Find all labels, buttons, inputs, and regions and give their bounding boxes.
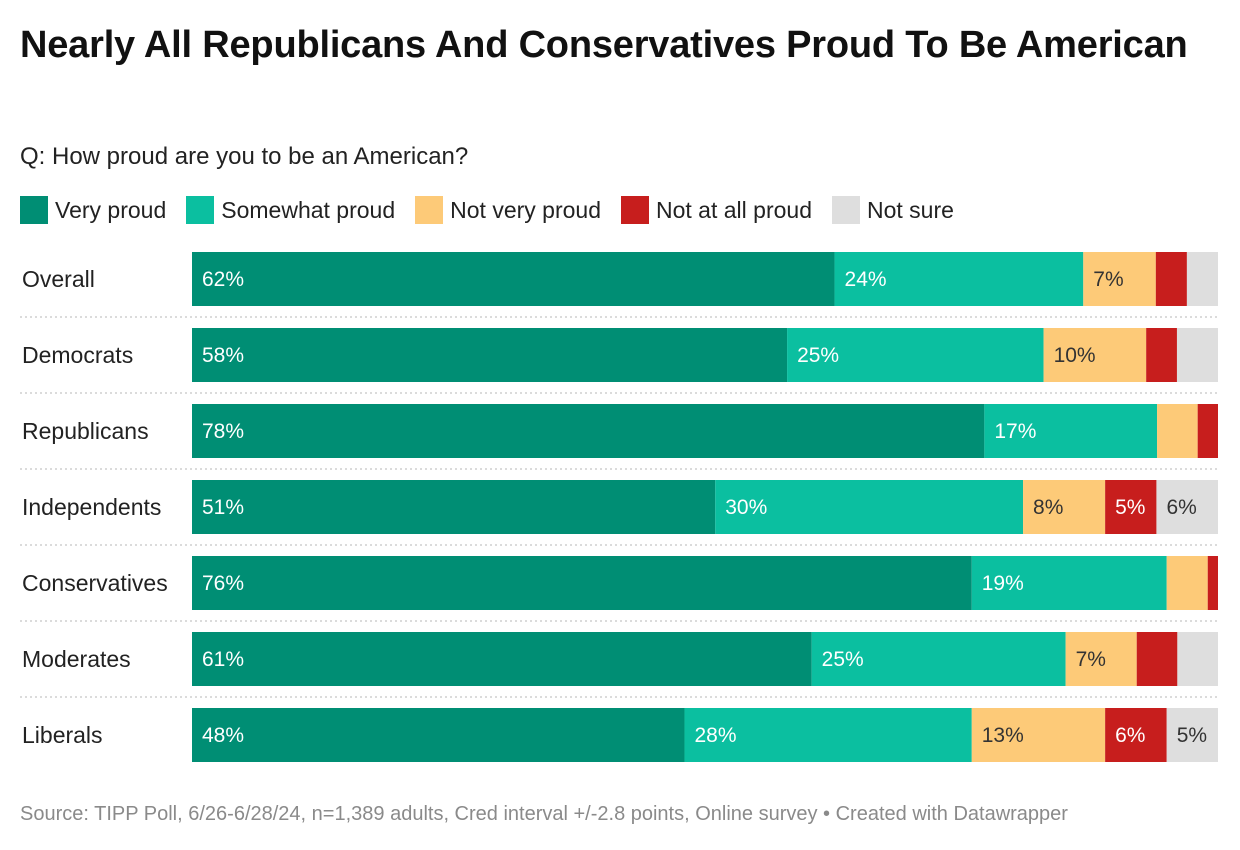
legend-swatch	[186, 196, 215, 224]
legend-swatch	[831, 196, 860, 224]
data-label: 6%	[1115, 724, 1145, 747]
data-label: 28%	[694, 724, 736, 747]
bar-row-republicans: Republicans 78% 17%	[20, 404, 1218, 470]
row-label: Conservatives	[22, 570, 168, 596]
legend-item-very-proud: Very proud	[20, 196, 166, 224]
bar-segment-somewhat-proud	[984, 404, 1158, 458]
bar-segment-not-at-all-proud	[1105, 480, 1157, 534]
row-label: Moderates	[22, 646, 131, 672]
bar-segment-not-very-proud	[1023, 480, 1106, 534]
bar-row-independents: Independents 51% 30% 8% 5% 6%	[20, 480, 1218, 546]
bar-segment-very-proud	[192, 252, 835, 306]
data-label: 5%	[1177, 724, 1207, 747]
bar-segment-not-sure	[1156, 480, 1218, 534]
legend-swatch	[415, 196, 444, 224]
data-label: 6%	[1166, 496, 1196, 519]
legend-label: Not very proud	[450, 196, 601, 223]
data-label: 48%	[202, 724, 244, 747]
bar-segment-somewhat-proud	[811, 632, 1066, 686]
data-label: 19%	[982, 572, 1024, 595]
data-label: 8%	[1033, 496, 1063, 519]
row-label: Republicans	[22, 418, 149, 444]
bar-segment-not-at-all-proud	[1136, 632, 1178, 686]
legend-label: Not sure	[866, 196, 954, 223]
bar-segment-somewhat-proud	[971, 556, 1167, 610]
legend-swatch	[20, 196, 48, 224]
bar-segment-very-proud	[192, 556, 972, 610]
bar-segment-not-at-all-proud	[1207, 556, 1218, 610]
bar-segment-very-proud	[192, 328, 788, 382]
data-label: 7%	[1093, 268, 1123, 291]
bar-segment-very-proud	[192, 632, 812, 686]
bar-segment-not-sure	[1177, 632, 1218, 686]
legend-label: Somewhat proud	[221, 196, 396, 223]
bar-segment-very-proud	[192, 708, 685, 762]
legend-label: Very proud	[55, 196, 167, 223]
legend-item-not-very-proud: Not very proud	[415, 196, 601, 224]
legend-item-not-at-all-proud: Not at all proud	[621, 196, 812, 224]
data-label: 13%	[982, 724, 1024, 747]
source-footer: Source: TIPP Poll, 6/26-6/28/24, n=1,389…	[20, 803, 1068, 825]
data-label: 78%	[202, 420, 244, 443]
legend-label: Not at all proud	[656, 196, 812, 223]
row-label: Liberals	[22, 722, 103, 748]
bar-row-conservatives: Conservatives 76% 19%	[20, 556, 1218, 622]
bar-segment-not-very-proud	[1157, 404, 1198, 458]
bar-row-moderates: Moderates 61% 25% 7%	[20, 632, 1218, 698]
row-label: Democrats	[22, 342, 133, 368]
legend-swatch	[621, 196, 649, 224]
bar-segment-not-very-proud	[1065, 632, 1137, 686]
bar-segment-very-proud	[192, 404, 985, 458]
chart-title: Nearly All Republicans And Conservatives…	[20, 24, 1188, 66]
bar-segment-somewhat-proud	[787, 328, 1044, 382]
bar-segment-not-very-proud	[1083, 252, 1156, 306]
data-label: 30%	[725, 496, 767, 519]
bar-segment-very-proud	[192, 480, 716, 534]
bar-row-overall: Overall 62% 24% 7%	[20, 252, 1218, 318]
bar-segment-not-at-all-proud	[1105, 708, 1167, 762]
bar-row-democrats: Democrats 58% 25% 10%	[20, 328, 1218, 394]
data-label: 7%	[1076, 648, 1106, 671]
bar-segment-not-sure	[1186, 252, 1218, 306]
legend: Very proud Somewhat proud Not very proud…	[20, 196, 974, 224]
bar-segment-not-at-all-proud	[1197, 404, 1218, 458]
legend-item-somewhat-proud: Somewhat proud	[186, 196, 395, 224]
data-label: 17%	[994, 420, 1036, 443]
bar-segment-not-very-proud	[971, 708, 1106, 762]
bar-segment-not-sure	[1166, 708, 1218, 762]
bar-segment-somewhat-proud	[684, 708, 972, 762]
data-label: 25%	[822, 648, 864, 671]
data-label: 5%	[1115, 496, 1145, 519]
row-label: Overall	[22, 266, 95, 292]
data-label: 51%	[202, 496, 244, 519]
data-label: 62%	[202, 268, 244, 291]
bar-segment-not-sure	[1176, 328, 1218, 382]
row-label: Independents	[22, 494, 161, 520]
bar-segment-not-very-proud	[1043, 328, 1147, 382]
bar-segment-not-at-all-proud	[1146, 328, 1177, 382]
data-label: 61%	[202, 648, 244, 671]
data-label: 10%	[1054, 344, 1096, 367]
data-label: 58%	[202, 344, 244, 367]
bar-segment-somewhat-proud	[715, 480, 1024, 534]
data-label: 25%	[797, 344, 839, 367]
bar-segment-not-very-proud	[1166, 556, 1208, 610]
bar-segment-somewhat-proud	[834, 252, 1084, 306]
chart-subtitle: Q: How proud are you to be an American?	[20, 143, 469, 170]
legend-item-not-sure: Not sure	[831, 196, 954, 224]
data-label: 76%	[202, 572, 244, 595]
data-label: 24%	[845, 268, 887, 291]
bar-segment-not-at-all-proud	[1155, 252, 1187, 306]
bar-row-liberals: Liberals 48% 28% 13% 6% 5%	[22, 708, 1218, 762]
